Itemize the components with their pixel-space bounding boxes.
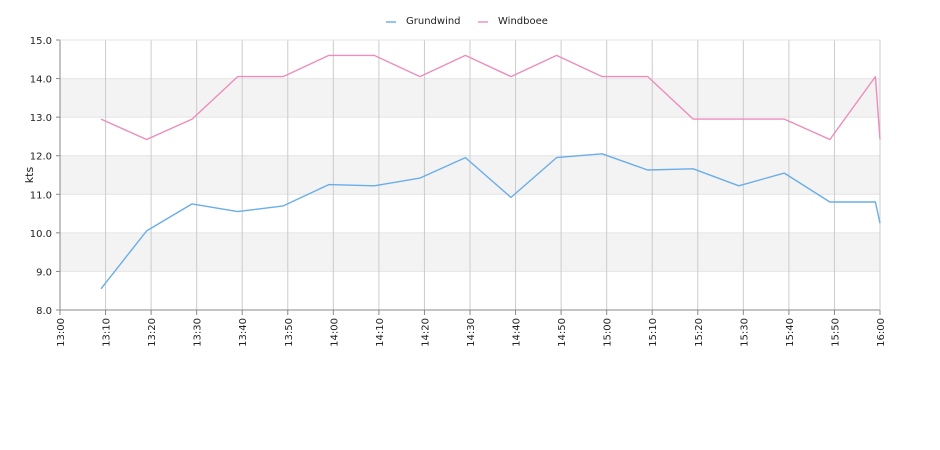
y-axis-ticks: 8.0 9.0 10.0 11.0 12.0 13.0 14.0 15.0 bbox=[30, 36, 60, 317]
x-tick-label: 13:50 bbox=[284, 318, 295, 347]
x-tick-label: 15:50 bbox=[830, 318, 841, 347]
x-tick-label: 16:00 bbox=[876, 318, 887, 347]
series-line-windboee bbox=[100, 54, 881, 141]
x-tick-label: 13:00 bbox=[56, 318, 67, 347]
x-tick-label: 15:10 bbox=[648, 318, 659, 347]
x-tick-label: 15:40 bbox=[785, 318, 796, 347]
legend-label: Windboee bbox=[498, 16, 548, 27]
y-tick-label: 14.0 bbox=[30, 75, 52, 86]
y-axis-title: kts bbox=[23, 167, 36, 184]
x-tick-label: 15:30 bbox=[739, 318, 750, 347]
x-tick-label: 14:00 bbox=[329, 318, 340, 347]
x-tick-label: 13:40 bbox=[238, 318, 249, 347]
legend[interactable]: Grundwind Windboee bbox=[386, 16, 548, 27]
x-tick-label: 13:20 bbox=[147, 318, 158, 347]
x-tick-label: 15:00 bbox=[603, 318, 614, 347]
y-tick-label: 12.0 bbox=[30, 152, 52, 163]
series-line-grundwind bbox=[100, 153, 881, 290]
x-tick-label: 14:50 bbox=[557, 318, 568, 347]
y-tick-label: 13.0 bbox=[30, 113, 52, 124]
x-tick-label: 14:30 bbox=[466, 318, 477, 347]
x-tick-label: 14:40 bbox=[512, 318, 523, 347]
legend-label: Grundwind bbox=[406, 16, 461, 27]
x-tick-label: 14:10 bbox=[375, 318, 386, 347]
y-tick-label: 9.0 bbox=[36, 267, 52, 278]
y-tick-label: 8.0 bbox=[36, 306, 52, 317]
x-axis-ticks: 13:00 13:10 13:20 13:30 13:40 13:50 14:00 14:10… bbox=[56, 310, 887, 347]
x-tick-label: 13:30 bbox=[193, 318, 204, 347]
y-tick-label: 10.0 bbox=[30, 229, 52, 240]
y-tick-label: 11.0 bbox=[30, 190, 52, 201]
series-lines bbox=[100, 54, 881, 290]
x-tick-label: 14:20 bbox=[420, 318, 431, 347]
legend-item-grundwind[interactable]: Grundwind bbox=[386, 16, 461, 27]
x-tick-label: 15:20 bbox=[694, 318, 705, 347]
x-tick-label: 13:10 bbox=[102, 318, 113, 347]
legend-item-windboee[interactable]: Windboee bbox=[478, 16, 548, 27]
y-tick-label: 15.0 bbox=[30, 36, 52, 47]
